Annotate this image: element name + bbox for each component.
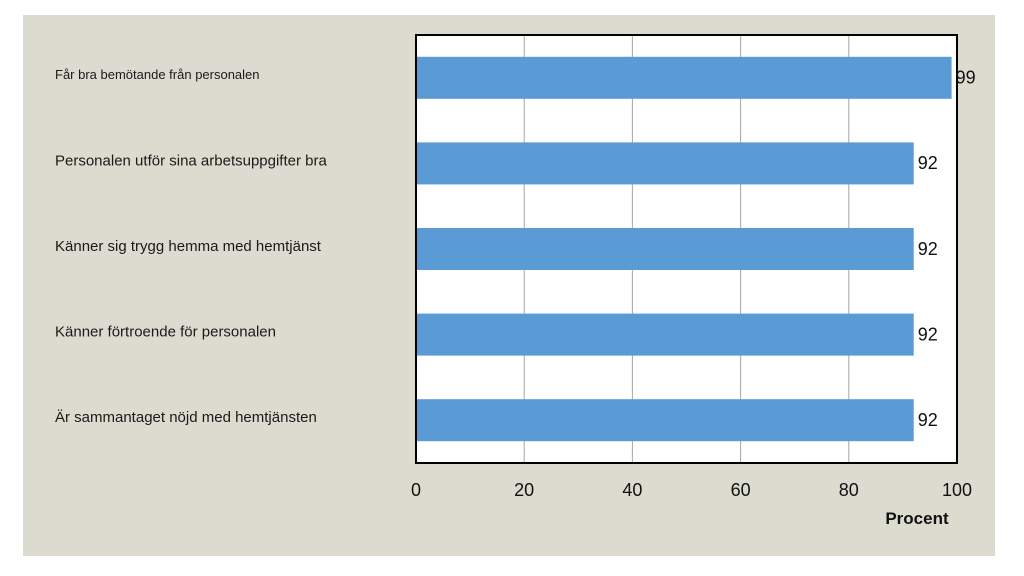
x-tick-label: 0: [411, 480, 421, 500]
value-label: 92: [918, 239, 938, 259]
category-label: Är sammantaget nöjd med hemtjänsten: [55, 409, 317, 426]
x-tick-label: 100: [942, 480, 972, 500]
value-label: 92: [918, 410, 938, 430]
x-tick-label: 40: [622, 480, 642, 500]
bar-chart: Får bra bemötande från personalen Persona…: [23, 15, 995, 556]
category-label: Känner förtroende för personalen: [55, 324, 276, 341]
x-axis-ticks: 0 20 40 60 80 100: [411, 480, 972, 500]
bar: [416, 313, 914, 356]
bar: [416, 142, 914, 185]
category-label: Får bra bemötande från personalen: [55, 67, 260, 82]
value-label: 99: [956, 68, 976, 88]
plot-frame: [415, 34, 958, 464]
value-label: 92: [918, 153, 938, 173]
x-tick-label: 60: [731, 480, 751, 500]
value-labels: 99 92 92 92 92: [918, 68, 976, 430]
x-tick-label: 80: [839, 480, 859, 500]
x-axis-title: Procent: [885, 509, 949, 528]
value-label: 92: [918, 324, 938, 344]
bar: [416, 56, 952, 99]
bar: [416, 228, 914, 270]
chart-panel: Får bra bemötande från personalen Persona…: [23, 15, 995, 556]
bar: [416, 399, 914, 442]
category-label: Personalen utför sina arbetsuppgifter br…: [55, 152, 327, 169]
category-label: Känner sig trygg hemma med hemtjänst: [55, 238, 322, 255]
category-labels: Får bra bemötande från personalen Persona…: [55, 67, 327, 426]
bars: [416, 56, 952, 442]
x-tick-label: 20: [514, 480, 534, 500]
